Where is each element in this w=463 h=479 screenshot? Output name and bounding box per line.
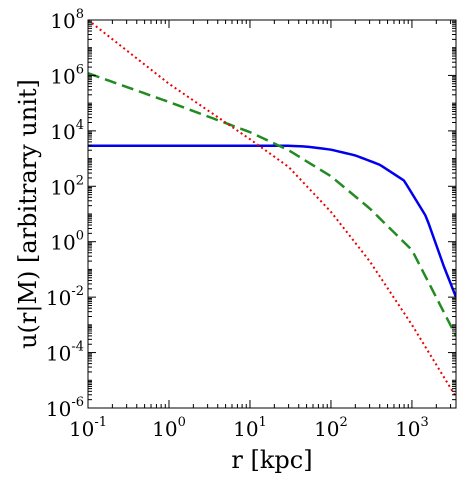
x-tick-label: 100 [152, 415, 186, 441]
y-tick-label: 10-2 [46, 284, 84, 310]
x-tick-label: 10-1 [69, 415, 107, 441]
y-tick-label: 102 [50, 173, 84, 199]
y-tick-label: 106 [50, 62, 84, 88]
series-line-dotted [88, 20, 456, 398]
y-tick-label: 10-6 [46, 395, 84, 421]
plot-frame [87, 19, 457, 409]
x-tick-label: 103 [395, 415, 429, 441]
y-axis-label: u(r|M) [arbitrary unit] [14, 79, 43, 349]
series-line-dashed [88, 72, 456, 337]
series-layer [88, 20, 456, 398]
series-line-solid [88, 144, 456, 298]
y-tick-label: 104 [50, 118, 84, 144]
labels-layer: 10-1 100 101 102 103 10-6 10-4 10-2 100 102 104 106… [46, 7, 429, 441]
ticks-layer [87, 19, 456, 409]
y-tick-label: 10-4 [46, 340, 84, 366]
x-axis-label: r [kpc] [231, 446, 312, 474]
x-tick-label: 102 [314, 415, 348, 441]
y-tick-label: 108 [50, 7, 84, 33]
x-tick-label: 101 [233, 415, 267, 441]
y-tick-label: 100 [50, 229, 84, 255]
